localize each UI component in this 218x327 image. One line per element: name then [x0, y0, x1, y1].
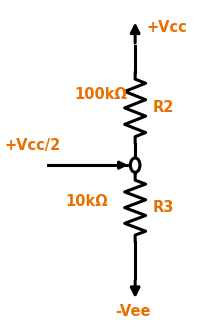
Text: 100kΩ: 100kΩ — [74, 87, 127, 102]
Text: R2: R2 — [153, 100, 174, 115]
Text: 10kΩ: 10kΩ — [65, 194, 108, 209]
Text: +Vcc: +Vcc — [146, 20, 187, 35]
Circle shape — [130, 158, 140, 172]
Text: -Vee: -Vee — [115, 304, 151, 319]
Text: R3: R3 — [153, 200, 174, 215]
Text: +Vcc/2: +Vcc/2 — [4, 138, 61, 153]
